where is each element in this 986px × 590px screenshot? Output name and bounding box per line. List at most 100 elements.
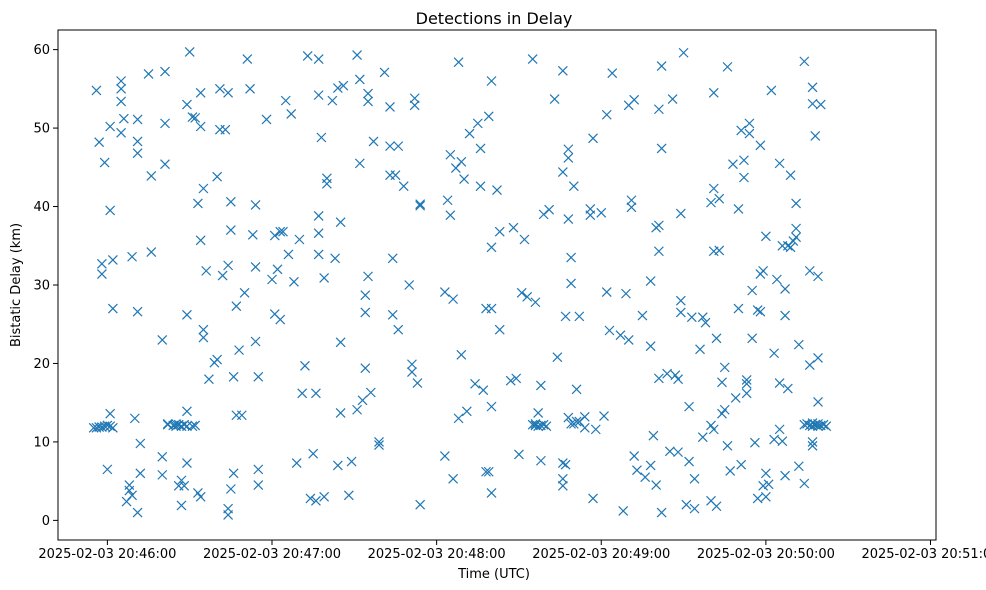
data-point [648,430,659,441]
data-point [763,479,774,490]
data-point [673,374,684,385]
data-point [439,287,450,297]
data-point [346,456,357,467]
data-point [195,121,206,132]
data-point [689,473,700,484]
data-point [461,406,472,417]
data-point [711,333,722,344]
data-point [308,448,319,459]
data-point [527,54,538,64]
data-point [365,387,376,398]
data-point [675,208,686,219]
data-point [807,436,818,447]
data-point [752,493,763,504]
data-point [267,274,277,285]
data-point [387,309,398,320]
data-point [486,487,497,498]
data-point [398,181,409,192]
data-point [656,61,667,72]
y-tick-label: 30 [33,279,50,294]
data-point [160,118,170,129]
data-point [791,232,801,243]
data-point [741,388,752,399]
data-point [316,132,327,143]
data-point [143,69,154,79]
data-point [321,178,332,189]
data-point [374,436,384,447]
data-point [728,159,738,170]
data-point [560,311,571,322]
data-point [212,171,223,182]
data-point [472,118,483,129]
data-point [198,183,209,194]
data-point [486,401,497,412]
data-point [214,83,225,94]
data-point [664,446,675,457]
data-point [250,262,261,272]
data-point [179,419,190,430]
data-point [121,496,132,507]
data-point [686,312,697,323]
data-point [813,271,823,282]
data-point [236,410,247,421]
data-point [289,276,299,287]
data-point [771,274,782,285]
data-point [146,171,157,181]
data-point [557,167,568,177]
data-point [116,76,127,86]
data-point [596,207,607,218]
data-point [319,273,330,283]
data-point [302,50,313,61]
data-point [706,197,716,208]
data-point [708,87,719,98]
data-point [653,373,664,384]
data-point [708,424,719,435]
data-point [171,418,181,429]
data-point [404,280,415,290]
data-point [815,99,826,110]
data-point [813,396,823,407]
data-point [269,230,280,241]
y-tick-label: 40 [33,200,50,215]
data-point [475,181,486,192]
data-point [579,422,590,433]
data-point [225,225,236,236]
data-point [160,159,170,170]
data-point [747,333,758,344]
data-point [250,336,261,347]
data-point [719,362,730,373]
data-point [481,466,491,477]
data-point [541,421,552,432]
data-point [146,247,157,257]
data-point [132,507,143,518]
data-point [714,245,725,256]
data-point [187,421,198,432]
data-point [217,270,228,281]
data-point [717,377,727,388]
data-point [758,480,769,491]
data-point [708,183,719,194]
data-point [714,193,725,204]
data-point [722,440,733,451]
data-point [132,148,143,159]
data-point [755,306,766,317]
data-point [127,251,138,262]
data-point [116,127,127,138]
data-point [415,200,426,211]
data-point [813,353,823,363]
data-point [105,421,116,432]
data-point [684,456,694,467]
data-point [623,334,634,345]
data-point [700,317,711,328]
data-point [725,466,736,476]
x-tick-label: 2025-02-03 20:50:00 [697,547,835,562]
data-point [198,332,209,343]
y-tick-label: 60 [33,43,50,58]
data-point [799,56,810,67]
data-point [511,373,522,384]
data-point [105,121,116,132]
data-point [810,130,821,141]
data-point [99,157,110,168]
data-point [448,294,459,305]
